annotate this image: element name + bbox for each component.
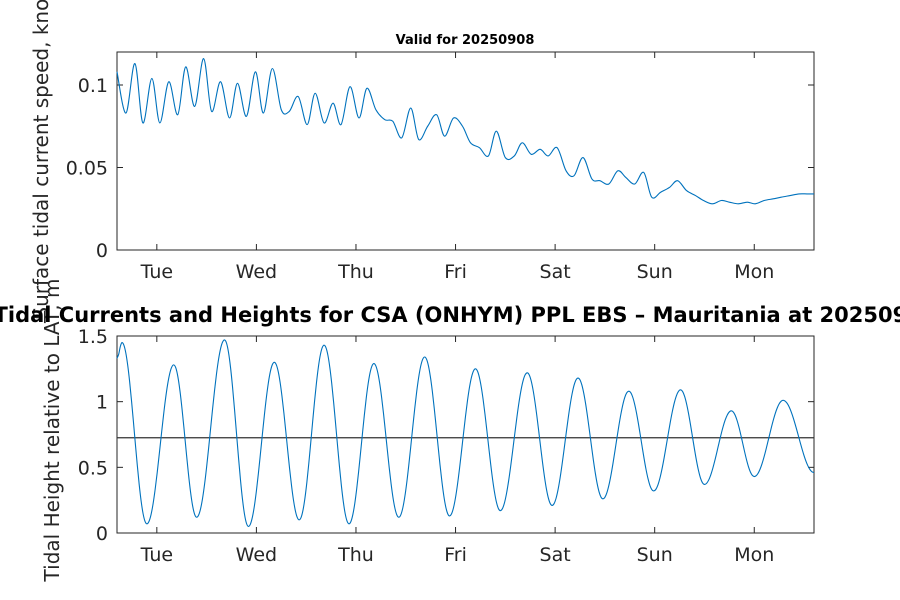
y-tick-label: 0.5 [78,457,108,479]
current-speed-ticks: Tue Wed Thu Fri Sat Sun Mon 0 0.05 0.1 [66,52,814,283]
tidal-height-panel: Tue Wed Thu Fri Sat Sun Mon 0 0.5 1 1.5 Tidal Heig… [40,279,815,583]
x-tick-label: Fri [444,544,467,566]
tidal-height-y-axis-label: Tidal Height relative to LAT, m [40,279,64,583]
x-tick-label: Mon [734,261,774,283]
x-tick-label: Mon [734,544,774,566]
x-tick-label: Fri [444,261,467,283]
current-speed-title: Valid for 20250908 [396,33,535,48]
current-speed-panel: Tue Wed Thu Fri Sat Sun Mon 0 0.05 0.1 Valid for … [29,0,815,320]
y-tick-label: 0.05 [66,158,108,180]
tidal-height-axes-box [116,335,815,534]
current-speed-axes-box [116,51,815,251]
x-tick-label: Thu [337,261,374,283]
current-speed-y-axis-label: Surface tidal current speed, knots [29,0,53,320]
x-tick-label: Sun [637,261,673,283]
x-tick-label: Sat [540,544,571,566]
y-tick-label: 1 [96,392,108,414]
figure-main-title: Tidal Currents and Heights for CSA (ONHY… [0,303,900,327]
current-speed-series-line [116,58,814,205]
x-tick-label: Sun [637,544,673,566]
x-tick-label: Sat [540,261,571,283]
y-tick-label: 0 [96,240,108,262]
y-tick-label: 0.1 [78,75,108,97]
x-tick-label: Tue [140,261,173,283]
x-tick-label: Wed [236,261,277,283]
y-tick-label: 0 [96,523,108,545]
y-tick-label: 1.5 [78,326,108,348]
x-tick-label: Thu [337,544,374,566]
tidal-height-series-line [116,339,815,527]
x-tick-label: Wed [236,544,277,566]
x-tick-label: Tue [140,544,173,566]
tidal-height-ticks: Tue Wed Thu Fri Sat Sun Mon 0 0.5 1 1.5 [78,326,814,566]
